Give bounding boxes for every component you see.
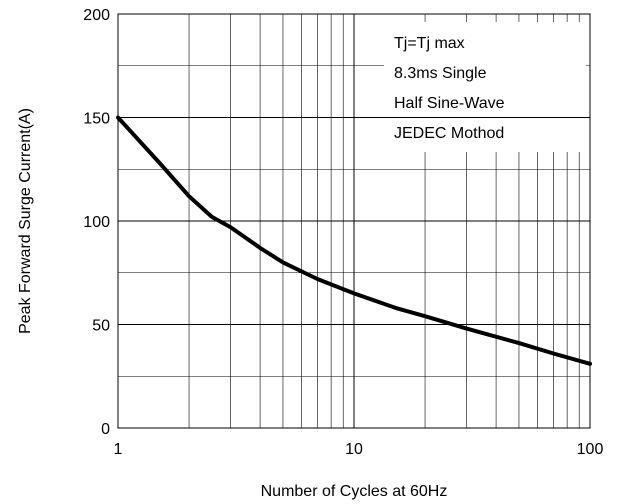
x-tick-label: 100	[577, 441, 604, 458]
annotation-box: Tj=Tj max 8.3ms Single Half Sine-Wave JE…	[384, 22, 586, 152]
x-axis-label: Number of Cycles at 60Hz	[261, 483, 448, 500]
series-line	[116, 115, 592, 366]
annotation-background	[384, 22, 586, 152]
series	[116, 115, 592, 366]
annotation-line: 8.3ms Single	[394, 65, 487, 82]
y-tick-label: 50	[92, 318, 110, 335]
annotation-line: JEDEC Mothod	[394, 125, 504, 142]
y-axis-label: Peak Forward Surge Current(A)	[17, 108, 34, 334]
plot-frame	[117, 13, 591, 429]
x-tick-label: 1	[114, 441, 123, 458]
y-tick-label: 150	[83, 111, 110, 128]
annotation-line: Half Sine-Wave	[394, 95, 505, 112]
y-tick-label: 200	[83, 7, 110, 24]
x-tick-label: 10	[345, 441, 363, 458]
y-tick-label: 100	[83, 214, 110, 231]
y-tick-label: 0	[101, 421, 110, 438]
tick-labels: 1 10 100 0 50 100 150 200	[83, 7, 603, 458]
annotation-line: Tj=Tj max	[394, 35, 465, 52]
